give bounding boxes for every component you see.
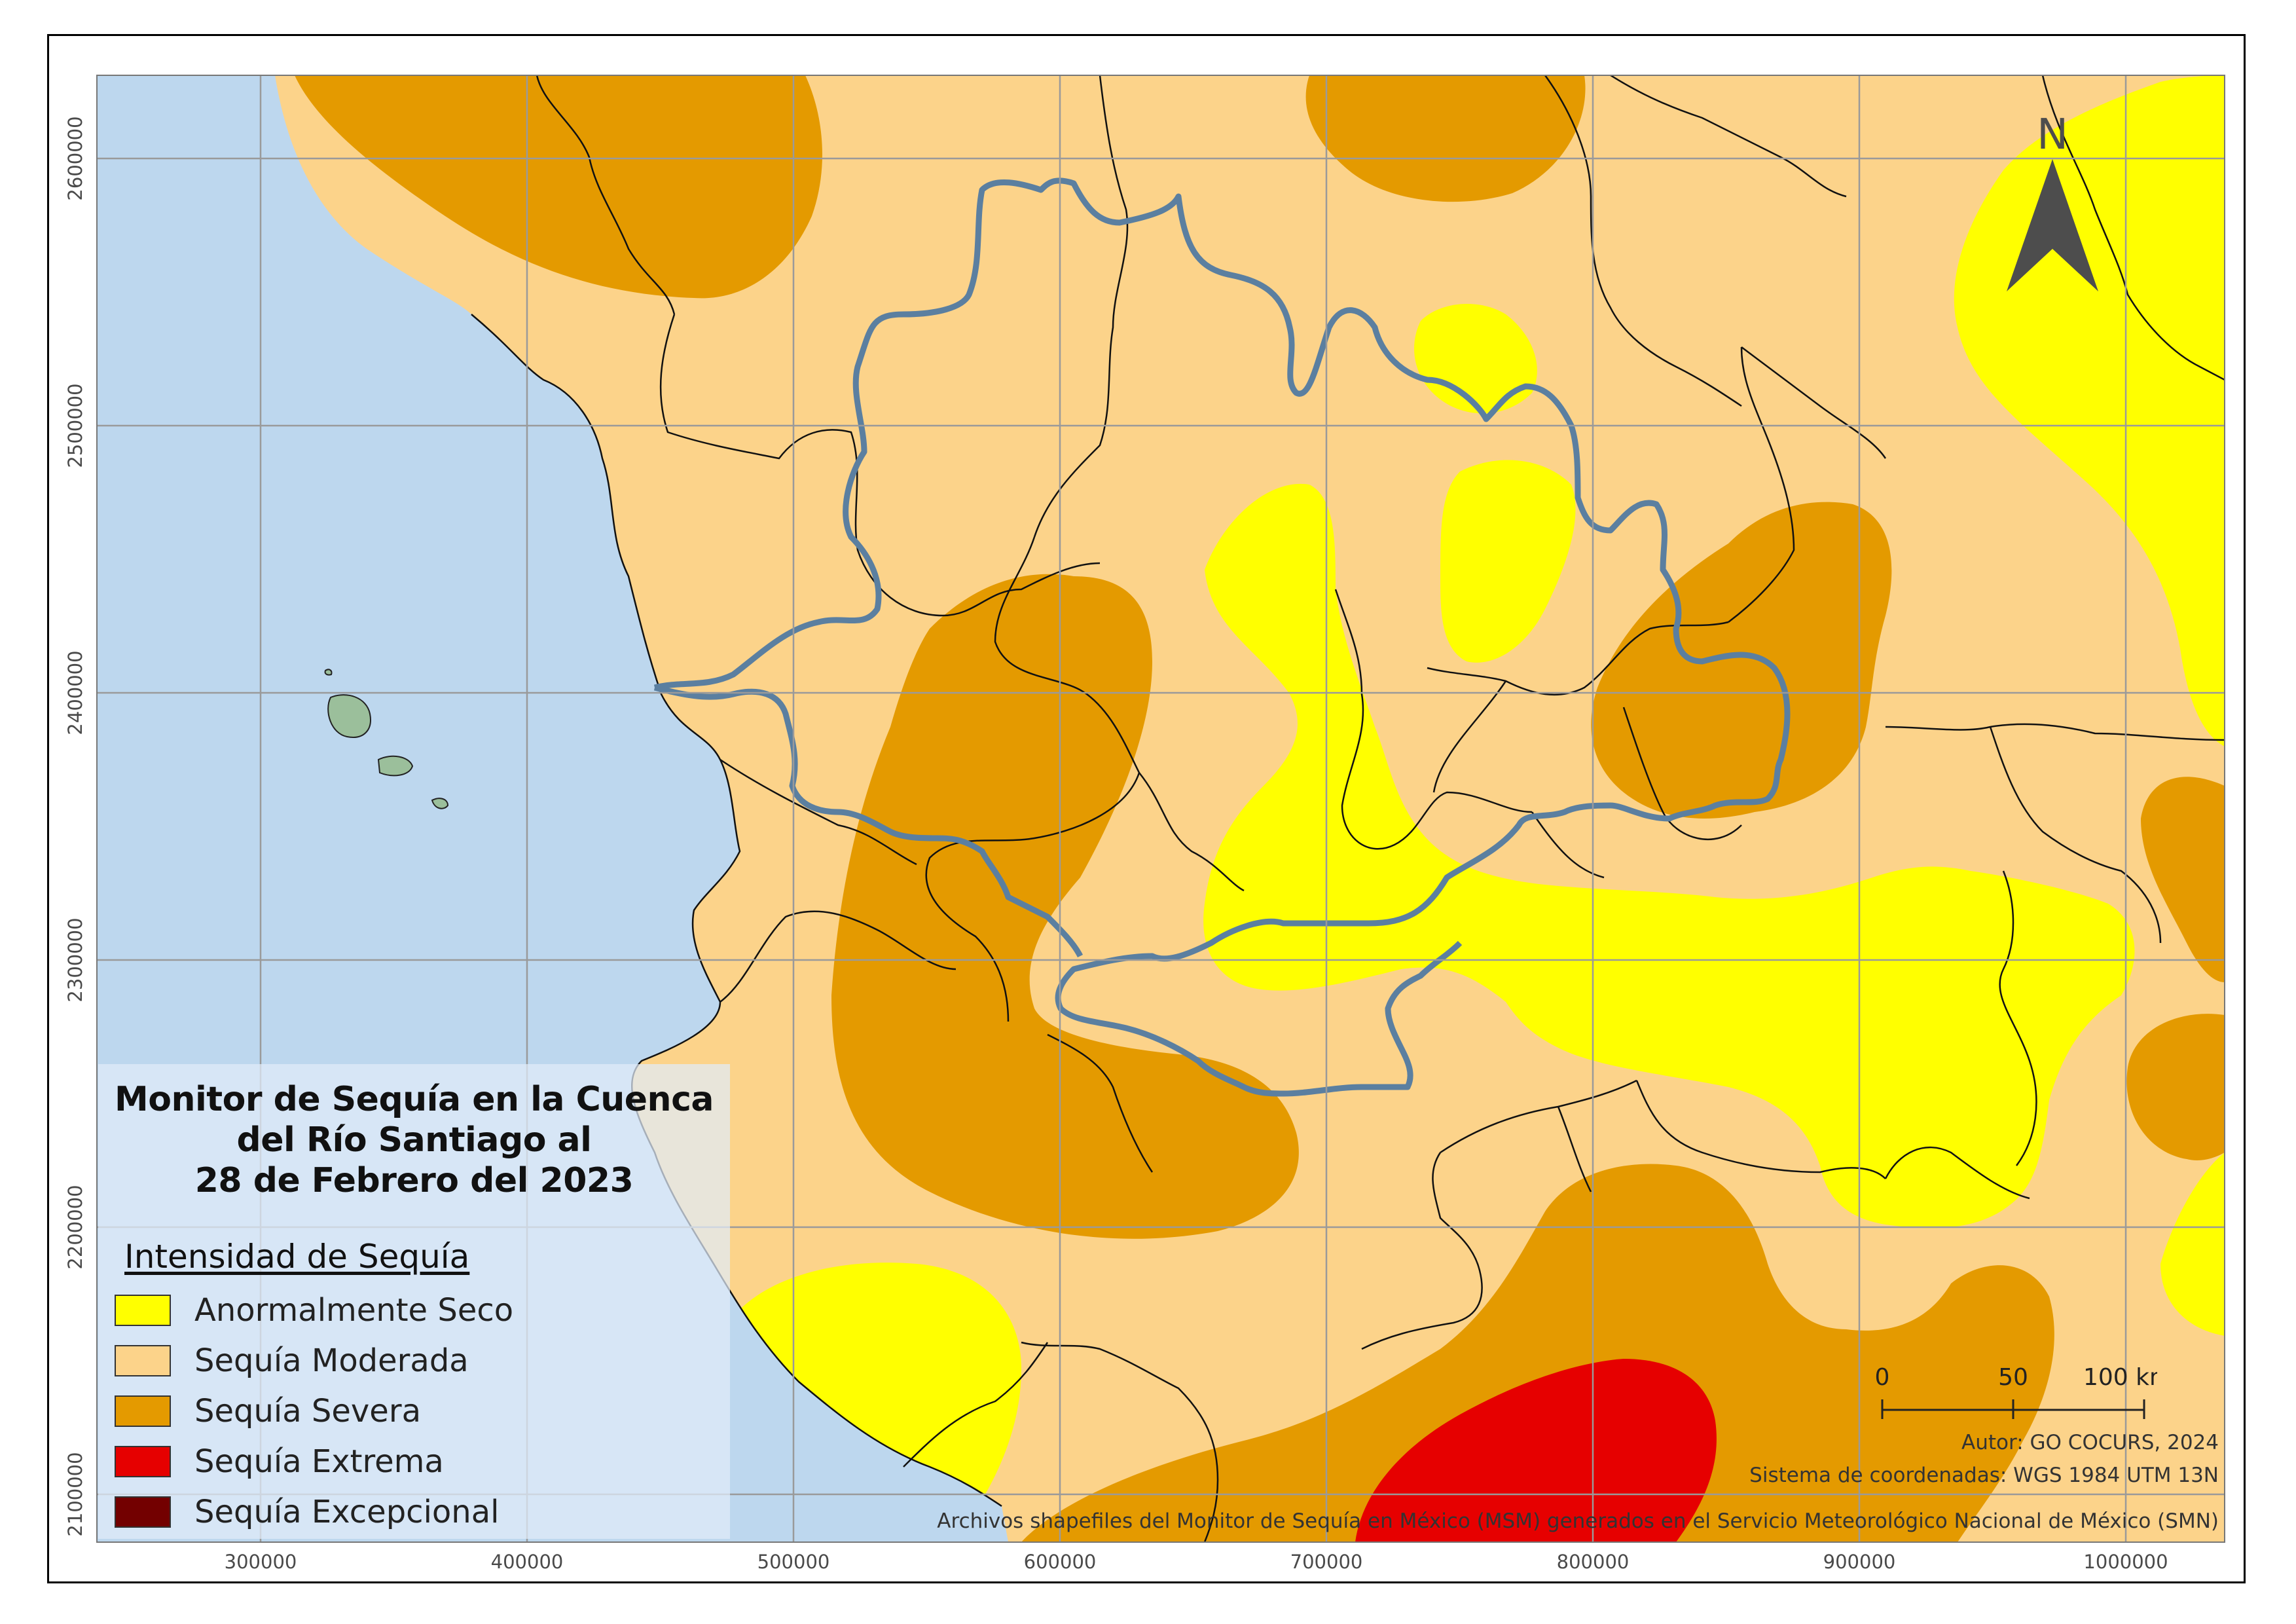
legend-item-severe: Sequía Severa <box>115 1391 421 1431</box>
severe-zone-nw <box>295 75 823 299</box>
north-label: N <box>2037 111 2068 159</box>
dry-zone-northeast <box>1954 75 2225 747</box>
dry-zone-central <box>1203 483 2135 1228</box>
severe-zone-far-east <box>2141 777 2225 982</box>
island-small <box>431 798 449 809</box>
santiago-river-basin <box>653 177 1791 1097</box>
legend-label: Sequía Extrema <box>194 1443 444 1480</box>
legend-label: Anormalmente Seco <box>194 1292 514 1329</box>
author-credit: Autor: GO COCURS, 2024 <box>1961 1431 2219 1454</box>
y-tick-label: 2600000 <box>64 116 86 200</box>
map-frame <box>47 34 2246 1583</box>
legend-item-extreme: Sequía Extrema <box>115 1441 444 1482</box>
coastline <box>471 314 1002 1507</box>
source-credit: Archivos shapefiles del Monitor de Sequí… <box>937 1509 2219 1533</box>
legend-swatch <box>115 1295 171 1326</box>
x-tick-label: 500000 <box>757 1551 830 1573</box>
x-tick-label: 400000 <box>491 1551 564 1573</box>
legend-item-moderate: Sequía Moderada <box>115 1340 469 1381</box>
extreme-zone <box>1355 1359 1717 1542</box>
legend-label: Sequía Excepcional <box>194 1494 500 1530</box>
x-axis-labels: 300000 400000 500000 600000 700000 80000… <box>225 1551 2168 1573</box>
crs-credit: Sistema de coordenadas: WGS 1984 UTM 13N <box>1749 1464 2219 1487</box>
legend-label: Sequía Severa <box>194 1393 421 1430</box>
north-arrow-icon: N <box>2007 111 2098 291</box>
coordinate-grid <box>97 75 2225 1542</box>
island-large <box>327 694 371 738</box>
map-title: Monitor de Sequía en la Cuenca del Río S… <box>98 1079 730 1201</box>
x-tick-label: 800000 <box>1557 1551 1630 1573</box>
scale-bar: 0 50 100 km <box>1875 1364 2157 1419</box>
legend-swatch <box>115 1496 171 1528</box>
y-tick-label: 2200000 <box>64 1185 86 1269</box>
scale-label-100: 100 km <box>2083 1364 2157 1391</box>
dry-zone-far-east <box>2160 1153 2225 1336</box>
map-neatline <box>96 75 2225 1543</box>
x-tick-label: 600000 <box>1024 1551 1097 1573</box>
y-axis-labels: 2600000 2500000 2400000 2300000 2200000 … <box>64 116 86 1536</box>
legend-swatch <box>115 1345 171 1376</box>
dry-zone-central-north <box>1440 460 1576 663</box>
x-tick-label: 1000000 <box>2083 1551 2168 1573</box>
legend-swatch <box>115 1395 171 1427</box>
islet <box>324 669 333 676</box>
map-title-line: del Río Santiago al <box>236 1120 592 1160</box>
legend-item-abnormally-dry: Anormalmente Seco <box>115 1290 513 1331</box>
scale-label-0: 0 <box>1875 1364 1890 1391</box>
legend-swatch <box>115 1446 171 1477</box>
x-tick-label: 300000 <box>225 1551 297 1573</box>
legend-heading: Intensidad de Sequía <box>124 1238 470 1276</box>
severe-zone-west <box>831 574 1299 1239</box>
severe-zone-south <box>1021 1164 2054 1542</box>
y-tick-label: 2500000 <box>64 383 86 468</box>
x-tick-label: 700000 <box>1290 1551 1363 1573</box>
severe-zone-east <box>1591 502 1892 819</box>
north-arrow-shape <box>2007 159 2098 291</box>
legend-label: Sequía Moderada <box>194 1342 469 1379</box>
y-tick-label: 2100000 <box>64 1452 86 1536</box>
y-tick-label: 2300000 <box>64 917 86 1002</box>
map-title-line: 28 de Febrero del 2023 <box>194 1161 634 1200</box>
severe-zone-n <box>1305 75 1586 202</box>
island-medium <box>377 755 414 777</box>
legend-panel <box>98 1064 730 1539</box>
map-title-line: Monitor de Sequía en la Cuenca <box>114 1080 714 1119</box>
y-tick-label: 2400000 <box>64 650 86 735</box>
legend-item-exceptional: Sequía Excepcional <box>115 1492 499 1532</box>
admin-boundaries <box>536 75 2225 1542</box>
scale-label-50: 50 <box>1998 1364 2028 1391</box>
severe-zone-far-east-2 <box>2126 1014 2225 1160</box>
x-tick-label: 900000 <box>1823 1551 1896 1573</box>
